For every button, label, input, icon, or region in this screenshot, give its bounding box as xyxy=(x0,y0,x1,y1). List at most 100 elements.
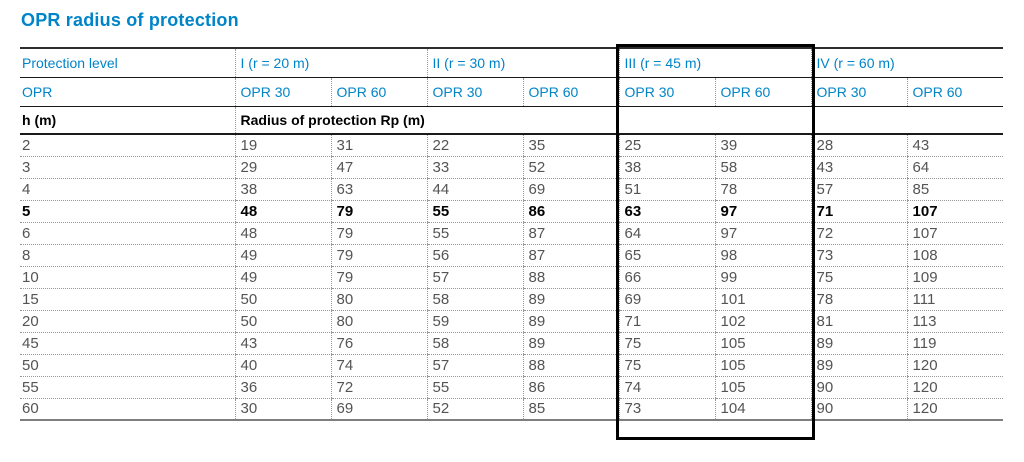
rp-value: 71 xyxy=(618,310,716,333)
rp-value: 79 xyxy=(330,222,428,245)
rp-value: 28 xyxy=(810,134,908,157)
rp-value: 47 xyxy=(330,156,428,179)
table-row: 15 50 80 58 89 69 101 78 111 xyxy=(20,288,1004,311)
rp-value: 57 xyxy=(810,178,908,201)
rp-value: 30 xyxy=(234,398,331,421)
rp-value: 38 xyxy=(234,178,331,201)
rp-value: 31 xyxy=(330,134,428,157)
opr-column-header: OPR 60 xyxy=(714,77,812,107)
rp-value: 39 xyxy=(714,134,812,157)
rp-value: 49 xyxy=(234,266,331,289)
opr-column-header: OPR 30 xyxy=(810,77,908,107)
radius-of-protection-label: Radius of protection Rp (m) xyxy=(234,106,1004,135)
rp-value: 50 xyxy=(234,288,331,311)
rp-value: 97 xyxy=(714,200,812,223)
rp-value: 73 xyxy=(618,398,716,421)
opr-table: Protection level I (r = 20 m) II (r = 30… xyxy=(20,47,1004,421)
rp-value: 120 xyxy=(906,376,1004,399)
h-value: 4 xyxy=(20,178,235,201)
h-value: 15 xyxy=(20,288,235,311)
rp-value: 56 xyxy=(426,244,524,267)
rp-value: 25 xyxy=(618,134,716,157)
h-value: 5 xyxy=(20,200,235,223)
rp-value: 33 xyxy=(426,156,524,179)
rp-value: 73 xyxy=(810,244,908,267)
rp-value: 79 xyxy=(330,244,428,267)
table-row: 50 40 74 57 88 75 105 89 120 xyxy=(20,354,1004,377)
rp-value: 85 xyxy=(906,178,1004,201)
rp-value: 19 xyxy=(234,134,331,157)
rp-value: 29 xyxy=(234,156,331,179)
rp-value: 74 xyxy=(618,376,716,399)
table-row: 60 30 69 52 85 73 104 90 120 xyxy=(20,398,1004,421)
rp-value: 86 xyxy=(522,200,620,223)
table-row: 8 49 79 56 87 65 98 73 108 xyxy=(20,244,1004,267)
opr-label: OPR xyxy=(20,77,235,107)
rp-value: 22 xyxy=(426,134,524,157)
rp-value: 36 xyxy=(234,376,331,399)
rp-value: 69 xyxy=(618,288,716,311)
rp-value: 89 xyxy=(522,332,620,355)
rp-value: 79 xyxy=(330,266,428,289)
rp-value: 105 xyxy=(714,354,812,377)
rp-value: 59 xyxy=(426,310,524,333)
table-row: 2 19 31 22 35 25 39 28 43 xyxy=(20,134,1004,157)
rp-value: 63 xyxy=(330,178,428,201)
opr-column-header: OPR 30 xyxy=(618,77,716,107)
rp-value: 111 xyxy=(906,288,1004,311)
opr-column-header: OPR 60 xyxy=(906,77,1004,107)
group-header-level-2: II (r = 30 m) xyxy=(426,47,620,78)
rp-value: 64 xyxy=(906,156,1004,179)
rp-value: 105 xyxy=(714,332,812,355)
rp-value: 55 xyxy=(426,376,524,399)
h-value: 45 xyxy=(20,332,235,355)
rp-value: 89 xyxy=(810,332,908,355)
rp-value: 107 xyxy=(906,222,1004,245)
rp-value: 78 xyxy=(714,178,812,201)
rp-value: 49 xyxy=(234,244,331,267)
rp-value: 102 xyxy=(714,310,812,333)
rp-value: 75 xyxy=(618,354,716,377)
rp-value: 105 xyxy=(714,376,812,399)
rp-value: 55 xyxy=(426,222,524,245)
rp-value: 107 xyxy=(906,200,1004,223)
rp-value: 104 xyxy=(714,398,812,421)
rp-value: 48 xyxy=(234,222,331,245)
h-value: 55 xyxy=(20,376,235,399)
rp-value: 99 xyxy=(714,266,812,289)
h-value: 3 xyxy=(20,156,235,179)
rp-value: 98 xyxy=(714,244,812,267)
rp-value: 43 xyxy=(810,156,908,179)
rp-value: 65 xyxy=(618,244,716,267)
rp-value: 109 xyxy=(906,266,1004,289)
rp-value: 89 xyxy=(522,288,620,311)
rp-value: 52 xyxy=(522,156,620,179)
rp-value: 75 xyxy=(810,266,908,289)
rp-value: 76 xyxy=(330,332,428,355)
rp-value: 97 xyxy=(714,222,812,245)
rp-value: 90 xyxy=(810,376,908,399)
rp-value: 72 xyxy=(330,376,428,399)
opr-column-header: OPR 60 xyxy=(522,77,620,107)
rp-value: 88 xyxy=(522,266,620,289)
rp-value: 79 xyxy=(330,200,428,223)
rp-value: 48 xyxy=(234,200,331,223)
rp-value: 119 xyxy=(906,332,1004,355)
h-value: 60 xyxy=(20,398,235,421)
rp-value: 101 xyxy=(714,288,812,311)
h-value: 50 xyxy=(20,354,235,377)
header-row-opr: OPR OPR 30 OPR 60 OPR 30 OPR 60 OPR 30 O… xyxy=(20,77,1004,107)
rp-value: 52 xyxy=(426,398,524,421)
h-value: 6 xyxy=(20,222,235,245)
protection-level-label: Protection level xyxy=(20,47,235,78)
rp-value: 75 xyxy=(618,332,716,355)
rp-value: 63 xyxy=(618,200,716,223)
rp-value: 55 xyxy=(426,200,524,223)
rp-value: 64 xyxy=(618,222,716,245)
rp-value: 50 xyxy=(234,310,331,333)
group-header-level-1: I (r = 20 m) xyxy=(234,47,428,78)
rp-value: 57 xyxy=(426,266,524,289)
rp-value: 38 xyxy=(618,156,716,179)
rp-value: 89 xyxy=(810,354,908,377)
